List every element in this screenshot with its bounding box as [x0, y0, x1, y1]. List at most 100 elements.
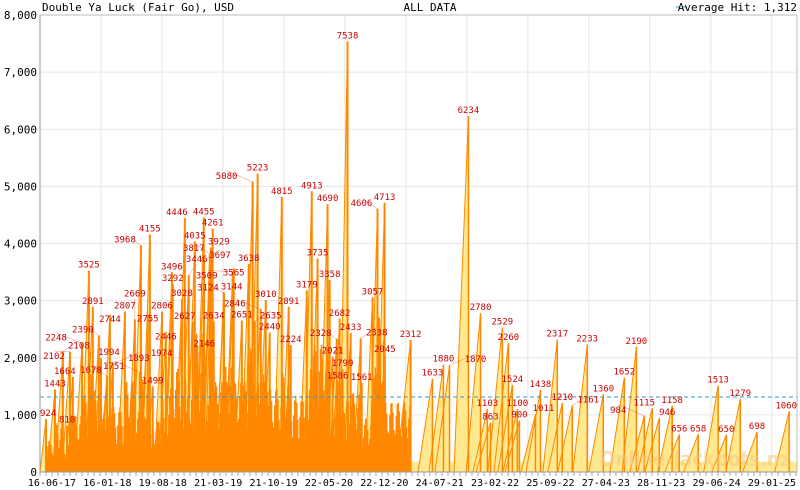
peak-value-label: 2755	[137, 315, 159, 325]
peak-value-label: 1115	[633, 398, 655, 408]
label-connector	[320, 327, 337, 340]
peak-value-label: 4713	[374, 193, 396, 203]
x-tick-label: 22-12-20	[360, 478, 408, 489]
peak-value-label: 1158	[661, 396, 683, 406]
y-tick-label: 3,000	[4, 295, 37, 308]
peak-value-label: 1974	[151, 349, 173, 359]
peak-value-label: 1880	[433, 355, 455, 365]
peak-value-label: 1994	[98, 348, 120, 358]
peak-value-label: 2317	[546, 330, 568, 340]
label-connector	[361, 197, 378, 210]
peak-value-label: 3124	[197, 284, 219, 294]
peak-value-label: 4155	[139, 225, 161, 235]
peak-value-label: 3179	[296, 280, 318, 290]
peak-value-label: 4606	[351, 199, 373, 209]
peak-value-label: 2312	[400, 330, 422, 340]
peak-value-label: 2440	[259, 323, 281, 333]
peak-value-label: 656	[671, 425, 687, 435]
peak-value-label: 3057	[362, 287, 384, 297]
x-tick-label: 29-01-25	[748, 478, 796, 489]
peak-value-label: 1524	[501, 375, 523, 385]
peak-value-label: 2108	[68, 342, 90, 352]
peak-value-label: 1210	[551, 393, 573, 403]
y-tick-label: 2,000	[4, 352, 37, 365]
label-connectors	[53, 170, 645, 416]
peak-value-label: 924	[40, 409, 56, 419]
x-tick-label: 28-11-23	[637, 478, 685, 489]
peak-value-label: 3525	[78, 261, 100, 271]
peak-value-label: 3968	[114, 235, 136, 245]
peak-value-label: 4913	[301, 181, 323, 191]
peak-value-label: 2635	[260, 311, 282, 321]
x-tick-label: 16-01-18	[83, 478, 131, 489]
x-tick-label: 21-10-19	[249, 478, 297, 489]
peak-value-label: 3010	[255, 290, 277, 300]
peak-value-label: 2233	[576, 334, 598, 344]
chart-title: Double Ya Luck (Fair Go), USD	[42, 1, 234, 14]
peak-value-label: 863	[482, 413, 498, 423]
peak-value-label: 3817	[183, 244, 205, 254]
peak-value-label: 5223	[247, 164, 269, 174]
peak-value-label: 1011	[533, 404, 555, 414]
x-tick-label: 19-08-18	[139, 478, 187, 489]
peak-value-label: 2891	[278, 297, 300, 307]
peak-value-label: 2390	[72, 325, 94, 335]
peak-value-label: 2190	[626, 337, 648, 347]
peak-value-label: 2102	[43, 352, 65, 362]
peak-value-label: 2744	[99, 315, 121, 325]
peak-value-label: 1664	[54, 367, 76, 377]
y-tick-label: 5,000	[4, 180, 37, 193]
peak-value-label: 1870	[465, 355, 487, 365]
x-tick-label: 27-04-23	[582, 478, 630, 489]
label-connector	[449, 353, 476, 366]
peak-value-label: 1751	[103, 362, 125, 372]
peak-value-label: 946	[659, 408, 675, 418]
peak-value-label: 1438	[530, 380, 552, 390]
peak-value-label: 1893	[128, 354, 150, 364]
label-connector	[82, 324, 99, 336]
peak-value-label: 5080	[216, 172, 238, 182]
y-tick-label: 8,000	[4, 9, 37, 22]
y-tick-label: 6,000	[4, 123, 37, 136]
peak-value-label: 2669	[124, 290, 146, 300]
label-connector	[124, 234, 142, 246]
peak-value-label: 2045	[374, 345, 396, 355]
label-connector	[193, 242, 210, 255]
chart-range-label: ALL DATA	[404, 1, 457, 14]
peak-value-label: 3496	[161, 262, 183, 272]
peak-value-label: 2891	[82, 297, 104, 307]
peak-value-label: 1586	[327, 371, 349, 381]
legend-average-hit: Average Hit: 1,312	[678, 1, 797, 14]
peak-value-label: 2651	[231, 311, 253, 321]
peak-value-label: 2846	[224, 299, 246, 309]
peak-value-label: 1060	[775, 401, 797, 411]
peak-value-label: 3565	[223, 268, 245, 278]
x-tick-label: 25-09-22	[526, 478, 574, 489]
peak-value-label: 1499	[142, 376, 164, 386]
peak-value-label: 650	[718, 425, 734, 435]
peak-value-label: 1443	[44, 380, 66, 390]
x-tick-label: 29-06-24	[693, 478, 741, 489]
peak-value-label: 2529	[492, 318, 514, 328]
label-connector	[90, 364, 108, 377]
label-connector	[206, 270, 233, 272]
peak-value-label: 2780	[470, 303, 492, 313]
label-connector	[62, 340, 79, 352]
peak-value-label: 2627	[174, 312, 196, 322]
peak-value-label: 1561	[351, 373, 373, 383]
label-connector	[203, 249, 221, 261]
peak-value-label: 1678	[80, 366, 102, 376]
x-tick-label: 21-03-19	[194, 478, 242, 489]
peak-value-label: 900	[511, 411, 527, 421]
peak-value-label: 2328	[310, 329, 332, 339]
x-tick-label: 24-07-21	[416, 478, 464, 489]
y-tick-label: 7,000	[4, 66, 37, 79]
peak-value-label: 4035	[184, 232, 206, 242]
peak-value-label: 658	[690, 424, 706, 434]
peak-value-label: 2807	[114, 302, 136, 312]
label-connector	[112, 352, 139, 365]
peak-value-label: 2634	[203, 312, 225, 322]
watermark: Online-Jackpots.nz	[600, 447, 790, 471]
peak-value-label: 4261	[202, 219, 224, 229]
label-connector	[618, 404, 645, 416]
